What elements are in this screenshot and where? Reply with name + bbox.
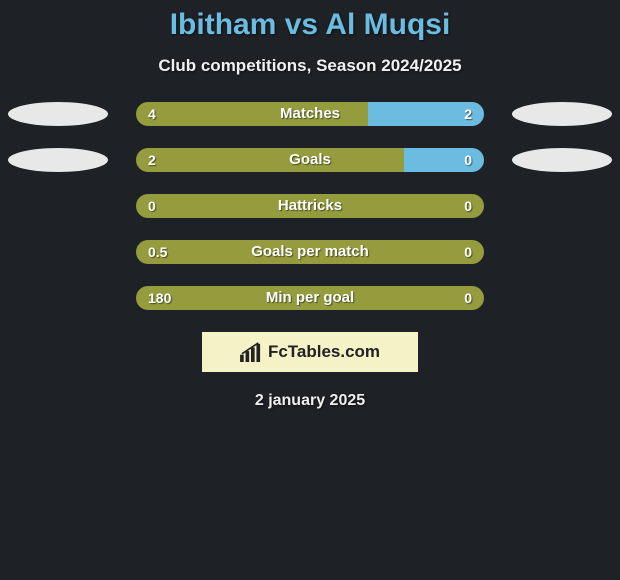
- bar-label: Goals per match: [136, 240, 484, 264]
- team-badge-right: [512, 102, 612, 126]
- stat-row: 20Goals: [0, 148, 620, 172]
- bar-track: 1800Min per goal: [136, 286, 484, 310]
- team-badge-left: [8, 102, 108, 126]
- page-subtitle: Club competitions, Season 2024/2025: [0, 56, 620, 76]
- logo-text: FcTables.com: [268, 342, 380, 362]
- team-badge-right: [512, 148, 612, 172]
- bar-track: 0.50Goals per match: [136, 240, 484, 264]
- stat-row: 00Hattricks: [0, 194, 620, 218]
- infographic-container: Ibitham vs Al Muqsi Club competitions, S…: [0, 0, 620, 410]
- page-title: Ibitham vs Al Muqsi: [0, 8, 620, 42]
- bar-label: Min per goal: [136, 286, 484, 310]
- bars-host: 42Matches 20Goals 00Hattricks 0.50Goals per…: [0, 102, 620, 310]
- bar-label: Goals: [136, 148, 484, 172]
- stat-row: 0.50Goals per match: [0, 240, 620, 264]
- stat-row: 42Matches: [0, 102, 620, 126]
- bar-track: 42Matches: [136, 102, 484, 126]
- bar-label: Matches: [136, 102, 484, 126]
- stat-row: 1800Min per goal: [0, 286, 620, 310]
- fctables-icon: [240, 342, 262, 362]
- bar-track: 00Hattricks: [136, 194, 484, 218]
- bar-track: 20Goals: [136, 148, 484, 172]
- logo-box: FcTables.com: [202, 332, 418, 372]
- team-badge-left: [8, 148, 108, 172]
- footer-date: 2 january 2025: [0, 392, 620, 410]
- bar-label: Hattricks: [136, 194, 484, 218]
